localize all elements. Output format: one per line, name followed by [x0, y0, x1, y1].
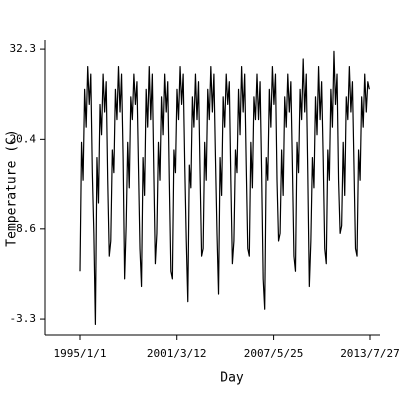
- x-axis-title: Day: [220, 371, 244, 386]
- x-tick-label: 2007/5/25: [244, 347, 304, 360]
- y-tick-label: 8.6: [16, 222, 36, 235]
- y-tick-label: -3.3: [10, 312, 37, 325]
- x-tick-label: 2013/7/27: [340, 347, 400, 360]
- y-axis-title: Temperature (C): [5, 129, 20, 246]
- y-tick-label: 20.4: [10, 132, 37, 145]
- x-tick-label: 1995/1/1: [54, 347, 107, 360]
- y-tick-label: 32.3: [10, 42, 37, 55]
- x-tick-label: 2001/3/12: [147, 347, 207, 360]
- temperature-line: [79, 50, 370, 325]
